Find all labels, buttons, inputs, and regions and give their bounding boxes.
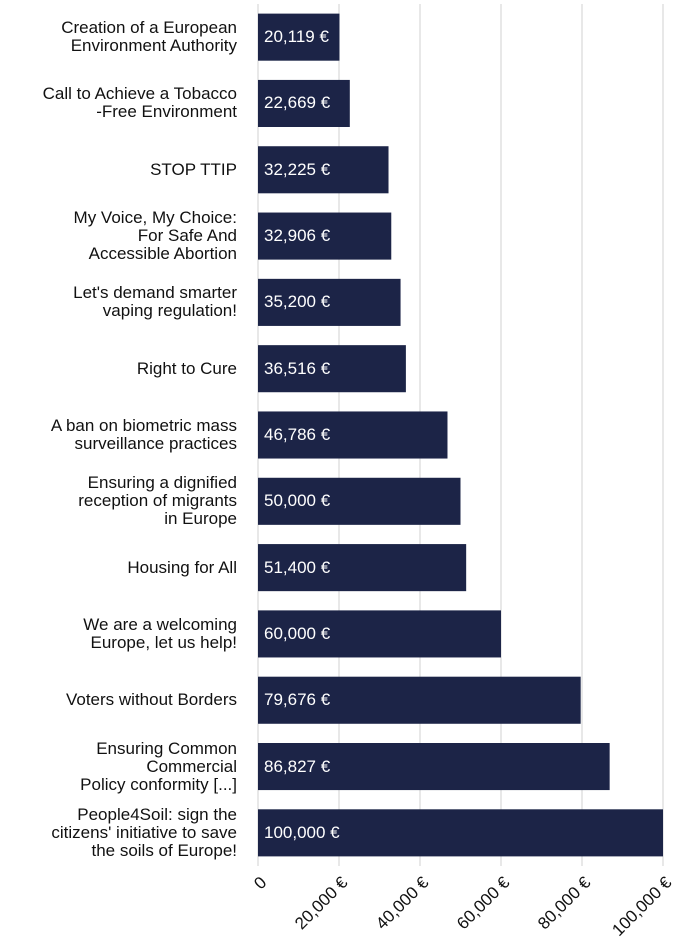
- value-label: 35,200 €: [264, 292, 331, 312]
- category-label: Right to Cure: [136, 358, 237, 378]
- value-label: 50,000 €: [264, 491, 331, 511]
- bar: [258, 212, 392, 260]
- category-label: Ensuring a dignified reception of migran…: [78, 473, 237, 529]
- bar: [258, 79, 350, 128]
- bar: [258, 610, 501, 658]
- value-label: 20,119 €: [264, 27, 329, 47]
- bar: [258, 278, 401, 326]
- bar: [258, 411, 448, 459]
- value-label: 36,516 €: [264, 358, 331, 378]
- value-label: 22,669 €: [264, 93, 331, 113]
- value-label: 79,676 €: [264, 690, 331, 710]
- category-label: Voters without Borders: [65, 690, 237, 710]
- bar: [258, 676, 581, 724]
- bar: [258, 146, 389, 194]
- bar: [258, 544, 467, 592]
- category-label: My Voice, My Choice: For Safe And Access…: [73, 208, 237, 264]
- bar: [258, 345, 406, 393]
- category-label: People4Soil: sign the citizens' initiati…: [51, 804, 237, 860]
- value-label: 32,225 €: [264, 159, 331, 179]
- value-label: 32,906 €: [264, 226, 331, 246]
- bar: [258, 13, 340, 61]
- category-label: Call to Achieve a Tobacco -Free Environm…: [42, 84, 237, 122]
- category-label: Creation of a European Environment Autho…: [61, 18, 237, 56]
- bar: [258, 477, 461, 525]
- bar: [258, 742, 610, 791]
- category-label: We are a welcoming Europe, let us help!: [83, 614, 237, 652]
- category-label: Let's demand smarter vaping regulation!: [73, 283, 237, 321]
- category-label: Housing for All: [127, 557, 237, 577]
- bar: [258, 809, 663, 857]
- category-label: STOP TTIP: [150, 159, 237, 179]
- value-label: 100,000 €: [264, 822, 340, 842]
- category-label: A ban on biometric mass surveillance pra…: [50, 416, 237, 453]
- value-label: 51,400 €: [264, 557, 331, 577]
- value-label: 60,000 €: [264, 623, 331, 643]
- value-label: 46,786 €: [264, 425, 331, 444]
- category-label: Ensuring Common Commercial Policy confor…: [80, 738, 237, 794]
- value-label: 86,827 €: [264, 756, 331, 776]
